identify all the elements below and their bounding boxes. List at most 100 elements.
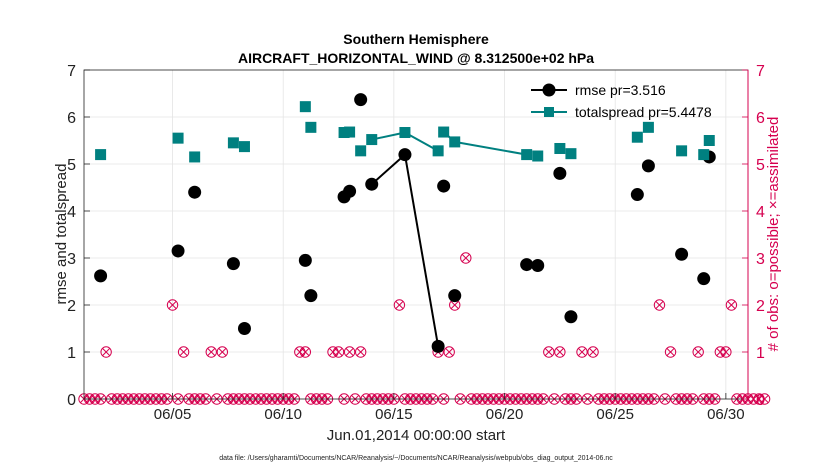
obs-assimilated-marker <box>345 347 354 357</box>
x-tick-label: 06/15 <box>375 406 413 423</box>
obs-possible-marker <box>664 346 677 358</box>
y-tick-label-right: 2 <box>756 298 765 315</box>
y-tick-label-left: 3 <box>67 251 76 268</box>
totalspread-point <box>399 127 411 139</box>
obs-assimilated-marker <box>544 347 553 357</box>
obs-assimilated-marker <box>218 347 227 357</box>
obs-assimilated-stroke <box>694 347 703 357</box>
obs-assimilated-marker <box>555 347 564 357</box>
totalspread-point <box>238 141 250 153</box>
obs-possible-marker <box>299 346 312 358</box>
totalspread-point <box>631 131 643 143</box>
legend-rmse-marker <box>542 83 556 97</box>
obs-possible-marker <box>720 346 732 358</box>
obs-assimilated-stroke <box>207 347 216 357</box>
legend: rmse pr=3.516 totalspread pr=5.4478 <box>531 82 712 120</box>
totalspread-point <box>305 121 317 133</box>
obs-assimilated-marker <box>450 300 459 310</box>
x-tick-label: 06/30 <box>707 406 745 423</box>
totalspread-segment <box>404 131 439 152</box>
rmse-point <box>304 289 318 303</box>
rmse-point <box>431 339 445 353</box>
obs-assimilated-marker <box>102 347 111 357</box>
obs-assimilated-stroke <box>102 347 111 357</box>
y-tick-label-left: 7 <box>67 63 76 80</box>
obs-possible-marker <box>554 346 566 358</box>
rmse-point <box>94 269 108 283</box>
obs-assimilated-stroke <box>450 300 459 310</box>
totalspread-point <box>676 145 688 157</box>
obs-assimilated-marker <box>356 347 365 357</box>
totalspread-point <box>521 149 533 161</box>
obs-assimilated-stroke <box>301 347 310 357</box>
totalspread-point <box>438 126 450 138</box>
rmse-point <box>531 259 545 273</box>
obs-assimilated-stroke <box>168 300 177 310</box>
obs-assimilated-marker <box>207 347 216 357</box>
rmse-point <box>354 93 368 107</box>
obs-assimilated-stroke <box>461 253 470 263</box>
totalspread-segment <box>371 131 406 141</box>
rmse-point <box>630 188 644 202</box>
obs-assimilated-stroke <box>555 347 564 357</box>
obs-possible-marker <box>653 299 666 311</box>
rmse-point <box>343 184 357 198</box>
obs-assimilated-stroke <box>356 347 365 357</box>
y-axis-label-left: rmse and totalspread <box>53 164 70 305</box>
y-tick-label-right: 1 <box>756 345 765 362</box>
obs-assimilated-marker <box>666 347 675 357</box>
obs-possible-marker <box>354 346 367 358</box>
series-layer <box>94 93 716 353</box>
obs-assimilated-marker <box>577 347 587 357</box>
y-tick-label-right: 6 <box>756 110 765 127</box>
y-tick-label-left: 1 <box>67 345 76 362</box>
obs-assimilated-marker <box>301 347 310 357</box>
obs-possible-marker <box>205 346 217 358</box>
obs-possible-marker <box>343 346 356 358</box>
legend-totalspread-marker <box>544 107 554 117</box>
obs-possible-marker <box>100 346 112 358</box>
rmse-point <box>520 258 534 272</box>
y-tick-label-left: 0 <box>67 392 76 409</box>
totalspread-point <box>432 145 444 157</box>
totalspread-point <box>95 149 107 161</box>
obs-assimilated-stroke <box>655 300 664 310</box>
y-tick-label-right: 7 <box>756 63 765 80</box>
obs-assimilated-stroke <box>727 300 736 310</box>
rmse-point <box>675 247 689 261</box>
totalspread-point <box>189 151 201 163</box>
obs-possible-marker <box>692 346 704 358</box>
y-tick-label-right: 4 <box>756 204 765 221</box>
obs-assimilated-stroke <box>445 347 454 357</box>
obs-possible-marker <box>166 299 179 311</box>
rmse-point <box>171 244 185 258</box>
x-tick-label: 06/10 <box>264 406 302 423</box>
rmse-point <box>697 272 711 286</box>
rmse-point <box>641 159 655 173</box>
totalspread-point <box>227 137 239 149</box>
rmse-point <box>226 257 240 271</box>
totalspread-point <box>565 148 577 160</box>
grid-layer <box>84 70 748 399</box>
rmse-point <box>237 322 251 335</box>
obs-assimilated-marker <box>461 253 470 263</box>
obs-possible-marker <box>576 346 588 358</box>
y-tick-label-left: 2 <box>67 298 76 315</box>
obs-possible-marker <box>177 346 190 358</box>
rmse-point <box>437 179 451 193</box>
obs-assimilated-marker <box>655 300 664 310</box>
y-tick-label-right: 3 <box>756 251 765 268</box>
y-tick-label-left: 4 <box>67 204 76 221</box>
legend-rmse-label: rmse pr=3.516 <box>575 82 666 98</box>
obs-possible-marker <box>587 346 599 358</box>
totalspread-segment <box>454 140 527 156</box>
totalspread-point <box>338 127 350 139</box>
obs-assimilated-marker <box>168 300 177 310</box>
obs-assimilated-stroke <box>577 347 587 357</box>
y-tick-label-right: 0 <box>756 392 765 409</box>
rmse-segment <box>403 154 440 347</box>
obs-assimilated-stroke <box>721 347 730 357</box>
obs-assimilated-stroke <box>179 347 188 357</box>
axis-layer: 0 1 2 3 4 5 6 7 0 1 2 3 4 5 6 7 06/05 06/10 06/15 06/20 06/2… <box>67 63 765 423</box>
